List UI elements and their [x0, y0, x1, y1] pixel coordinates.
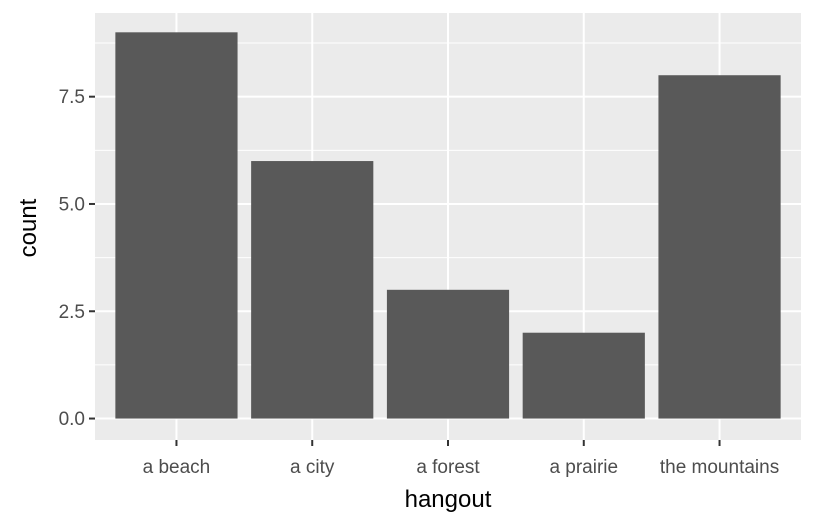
y-tick-label: 0.0	[59, 409, 85, 430]
bar-a-beach	[115, 32, 238, 419]
x-tick-label: the mountains	[660, 457, 779, 478]
x-axis: a beach a city a forest a prairie the mounta…	[143, 440, 779, 478]
y-axis: 0.0 2.5 5.0 7.5	[59, 87, 95, 430]
x-tick-label: a beach	[143, 457, 211, 478]
x-tick-label: a prairie	[549, 457, 618, 478]
bar-a-prairie	[522, 332, 645, 419]
x-tick-label: a city	[290, 457, 335, 478]
bars	[115, 32, 781, 419]
x-tick-label: a forest	[416, 457, 480, 478]
bar-a-city	[251, 161, 374, 419]
y-axis-title: count	[15, 198, 42, 257]
y-tick-label: 2.5	[59, 302, 85, 323]
x-axis-title: hangout	[405, 486, 492, 513]
bar-a-forest	[386, 289, 510, 419]
y-tick-label: 7.5	[59, 87, 85, 108]
y-tick-label: 5.0	[59, 194, 85, 215]
bar-the-mountains	[658, 75, 781, 419]
